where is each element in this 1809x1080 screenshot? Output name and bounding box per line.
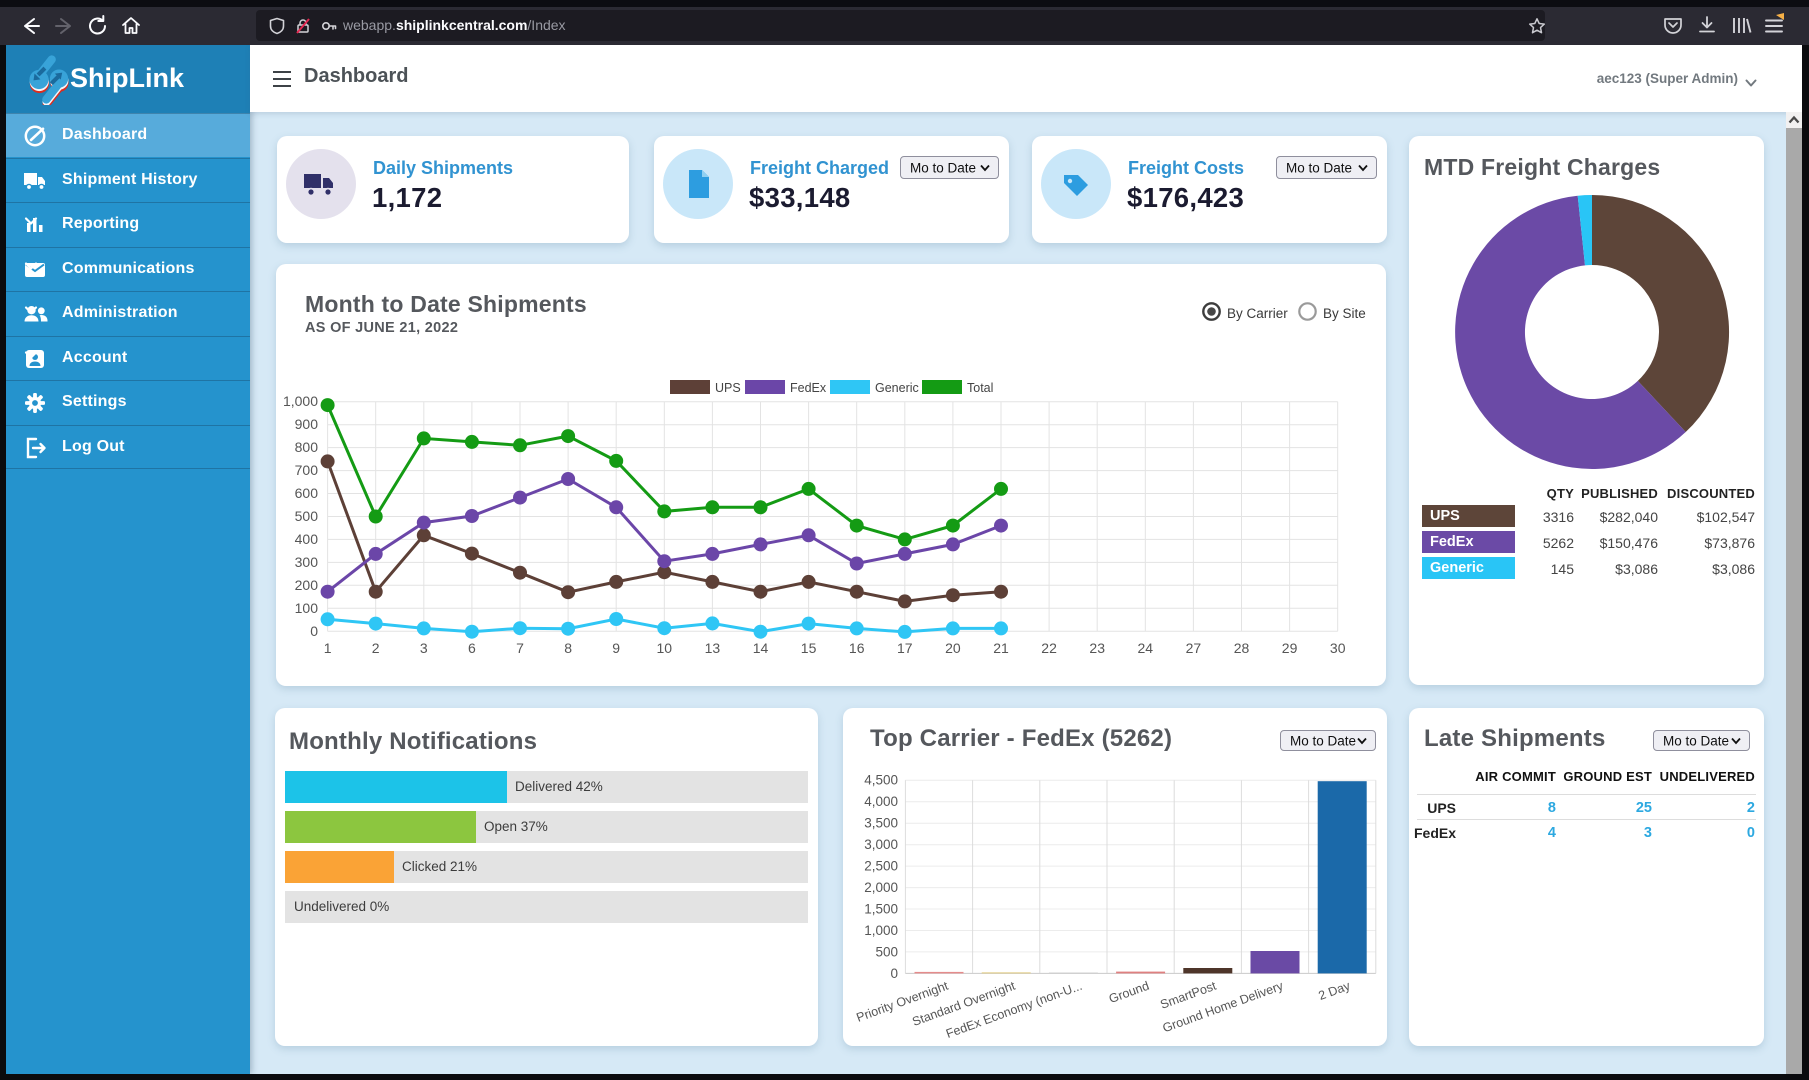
svg-text:600: 600 <box>295 485 319 501</box>
svg-text:0: 0 <box>890 966 898 981</box>
svg-text:Ground Home Delivery: Ground Home Delivery <box>1161 978 1286 1035</box>
svg-text:300: 300 <box>295 554 319 570</box>
svg-text:4,500: 4,500 <box>864 773 898 788</box>
svg-text:900: 900 <box>295 416 319 432</box>
svg-text:14: 14 <box>753 640 769 656</box>
svg-text:15: 15 <box>801 640 817 656</box>
svg-text:800: 800 <box>295 439 319 455</box>
svg-text:3,000: 3,000 <box>864 837 898 852</box>
svg-text:1,000: 1,000 <box>283 393 318 409</box>
svg-text:8: 8 <box>564 640 572 656</box>
svg-text:500: 500 <box>295 508 319 524</box>
svg-text:100: 100 <box>295 600 319 616</box>
svg-text:7: 7 <box>516 640 524 656</box>
svg-text:200: 200 <box>295 577 319 593</box>
svg-text:500: 500 <box>875 945 898 960</box>
svg-text:UPS: UPS <box>715 381 741 395</box>
svg-text:30: 30 <box>1330 640 1346 656</box>
svg-text:2,000: 2,000 <box>864 880 898 895</box>
svg-text:700: 700 <box>295 462 319 478</box>
svg-text:28: 28 <box>1234 640 1250 656</box>
svg-text:3,500: 3,500 <box>864 816 898 831</box>
svg-text:17: 17 <box>897 640 913 656</box>
svg-text:2 Day: 2 Day <box>1317 978 1353 1003</box>
svg-text:27: 27 <box>1186 640 1202 656</box>
svg-text:24: 24 <box>1138 640 1154 656</box>
svg-text:21: 21 <box>993 640 1009 656</box>
svg-text:0: 0 <box>310 623 318 639</box>
svg-text:9: 9 <box>612 640 620 656</box>
svg-text:20: 20 <box>945 640 961 656</box>
svg-text:3: 3 <box>420 640 428 656</box>
svg-text:23: 23 <box>1089 640 1105 656</box>
svg-text:22: 22 <box>1041 640 1057 656</box>
svg-text:1,500: 1,500 <box>864 902 898 917</box>
svg-text:FedEx: FedEx <box>790 381 827 395</box>
svg-text:Generic: Generic <box>875 381 919 395</box>
svg-text:Ground: Ground <box>1107 979 1151 1006</box>
svg-text:2,500: 2,500 <box>864 859 898 874</box>
svg-text:16: 16 <box>849 640 865 656</box>
svg-text:1,000: 1,000 <box>864 923 898 938</box>
svg-text:29: 29 <box>1282 640 1298 656</box>
svg-text:6: 6 <box>468 640 476 656</box>
svg-text:2: 2 <box>372 640 380 656</box>
svg-text:4,000: 4,000 <box>864 794 898 809</box>
svg-text:1: 1 <box>324 640 332 656</box>
svg-text:10: 10 <box>657 640 673 656</box>
svg-text:13: 13 <box>705 640 721 656</box>
svg-text:Total: Total <box>967 381 993 395</box>
svg-text:400: 400 <box>295 531 319 547</box>
